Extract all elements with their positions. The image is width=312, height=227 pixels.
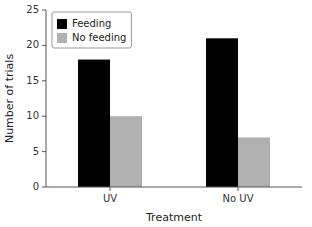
- x-tick: [238, 187, 239, 191]
- chart-svg: 0 5 10 15 20 25 UV No UV Treatment Number of tria…: [0, 0, 312, 227]
- legend: Feeding No feeding: [52, 12, 131, 48]
- y-axis-line: [46, 10, 47, 187]
- y-axis-label: Number of trials: [3, 54, 16, 143]
- x-tick-label: UV: [103, 193, 117, 204]
- legend-swatch: [57, 33, 67, 43]
- y-tick: [42, 45, 46, 46]
- y-tick: [42, 10, 46, 11]
- bar: [78, 60, 110, 187]
- y-tick: [42, 116, 46, 117]
- x-axis-line: [46, 187, 302, 188]
- y-tick-label: 0: [33, 181, 39, 192]
- bar: [238, 137, 270, 187]
- chart-container: 0 5 10 15 20 25 UV No UV Treatment Number of tria…: [0, 0, 312, 227]
- y-tick-label: 25: [26, 4, 39, 15]
- bar: [206, 38, 238, 187]
- y-tick-label: 5: [33, 146, 39, 157]
- y-tick: [42, 151, 46, 152]
- axes: 0 5 10 15 20 25 UV No UV: [26, 4, 302, 204]
- y-tick: [42, 187, 46, 188]
- legend-swatch: [57, 19, 67, 29]
- y-tick-label: 15: [26, 75, 39, 86]
- y-tick-label: 10: [26, 110, 39, 121]
- bars: [78, 38, 270, 187]
- legend-label: No feeding: [72, 32, 126, 43]
- x-axis-label: Treatment: [145, 211, 203, 224]
- y-tick-label: 20: [26, 39, 39, 50]
- legend-label: Feeding: [72, 18, 111, 29]
- y-tick: [42, 80, 46, 81]
- x-tick-label: No UV: [223, 193, 254, 204]
- x-tick: [110, 187, 111, 191]
- bar: [110, 116, 142, 187]
- legend-frame: [52, 12, 131, 48]
